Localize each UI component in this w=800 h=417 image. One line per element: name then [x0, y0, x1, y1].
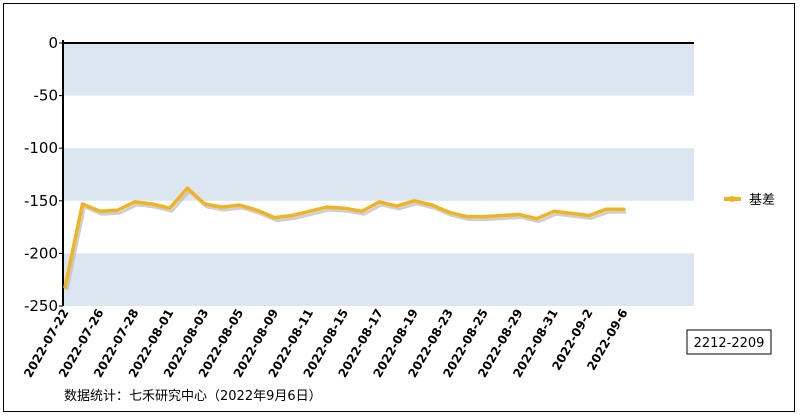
chart-frame: 0 -50 -100 -150 -200 -250 2022-07-22 2022-07-2…: [3, 3, 795, 412]
contract-code-label: 2212-2209: [694, 336, 765, 351]
legend-label: 基差: [749, 193, 775, 208]
basis-line-chart: 0 -50 -100 -150 -200 -250 2022-07-222022-07-2…: [21, 34, 775, 404]
legend: 基差: [724, 193, 775, 208]
plot-band-3: [63, 253, 694, 306]
y-tick-label: -250: [24, 297, 58, 315]
y-tick-label: -200: [24, 244, 58, 262]
plot-band-2: [63, 148, 694, 201]
x-axis-ticks: 2022-07-222022-07-262022-07-282022-08-01…: [21, 307, 631, 380]
legend-marker: [729, 196, 735, 202]
y-tick-label: -150: [24, 192, 58, 210]
y-axis-ticks: 0 -50 -100 -150 -200 -250: [24, 34, 63, 315]
y-tick-label: 0: [48, 34, 58, 52]
y-tick-label: -100: [24, 139, 58, 157]
plot-band-1: [63, 43, 694, 96]
contract-code-box: 2212-2209: [686, 329, 772, 355]
series-line-shadow: [65, 189, 626, 291]
y-tick-label: -50: [34, 87, 59, 105]
plot-bands: [63, 43, 694, 306]
series-line-basis: [63, 186, 626, 289]
data-source-note: 数据统计：七禾研究中心（2022年9月6日）: [64, 389, 322, 404]
